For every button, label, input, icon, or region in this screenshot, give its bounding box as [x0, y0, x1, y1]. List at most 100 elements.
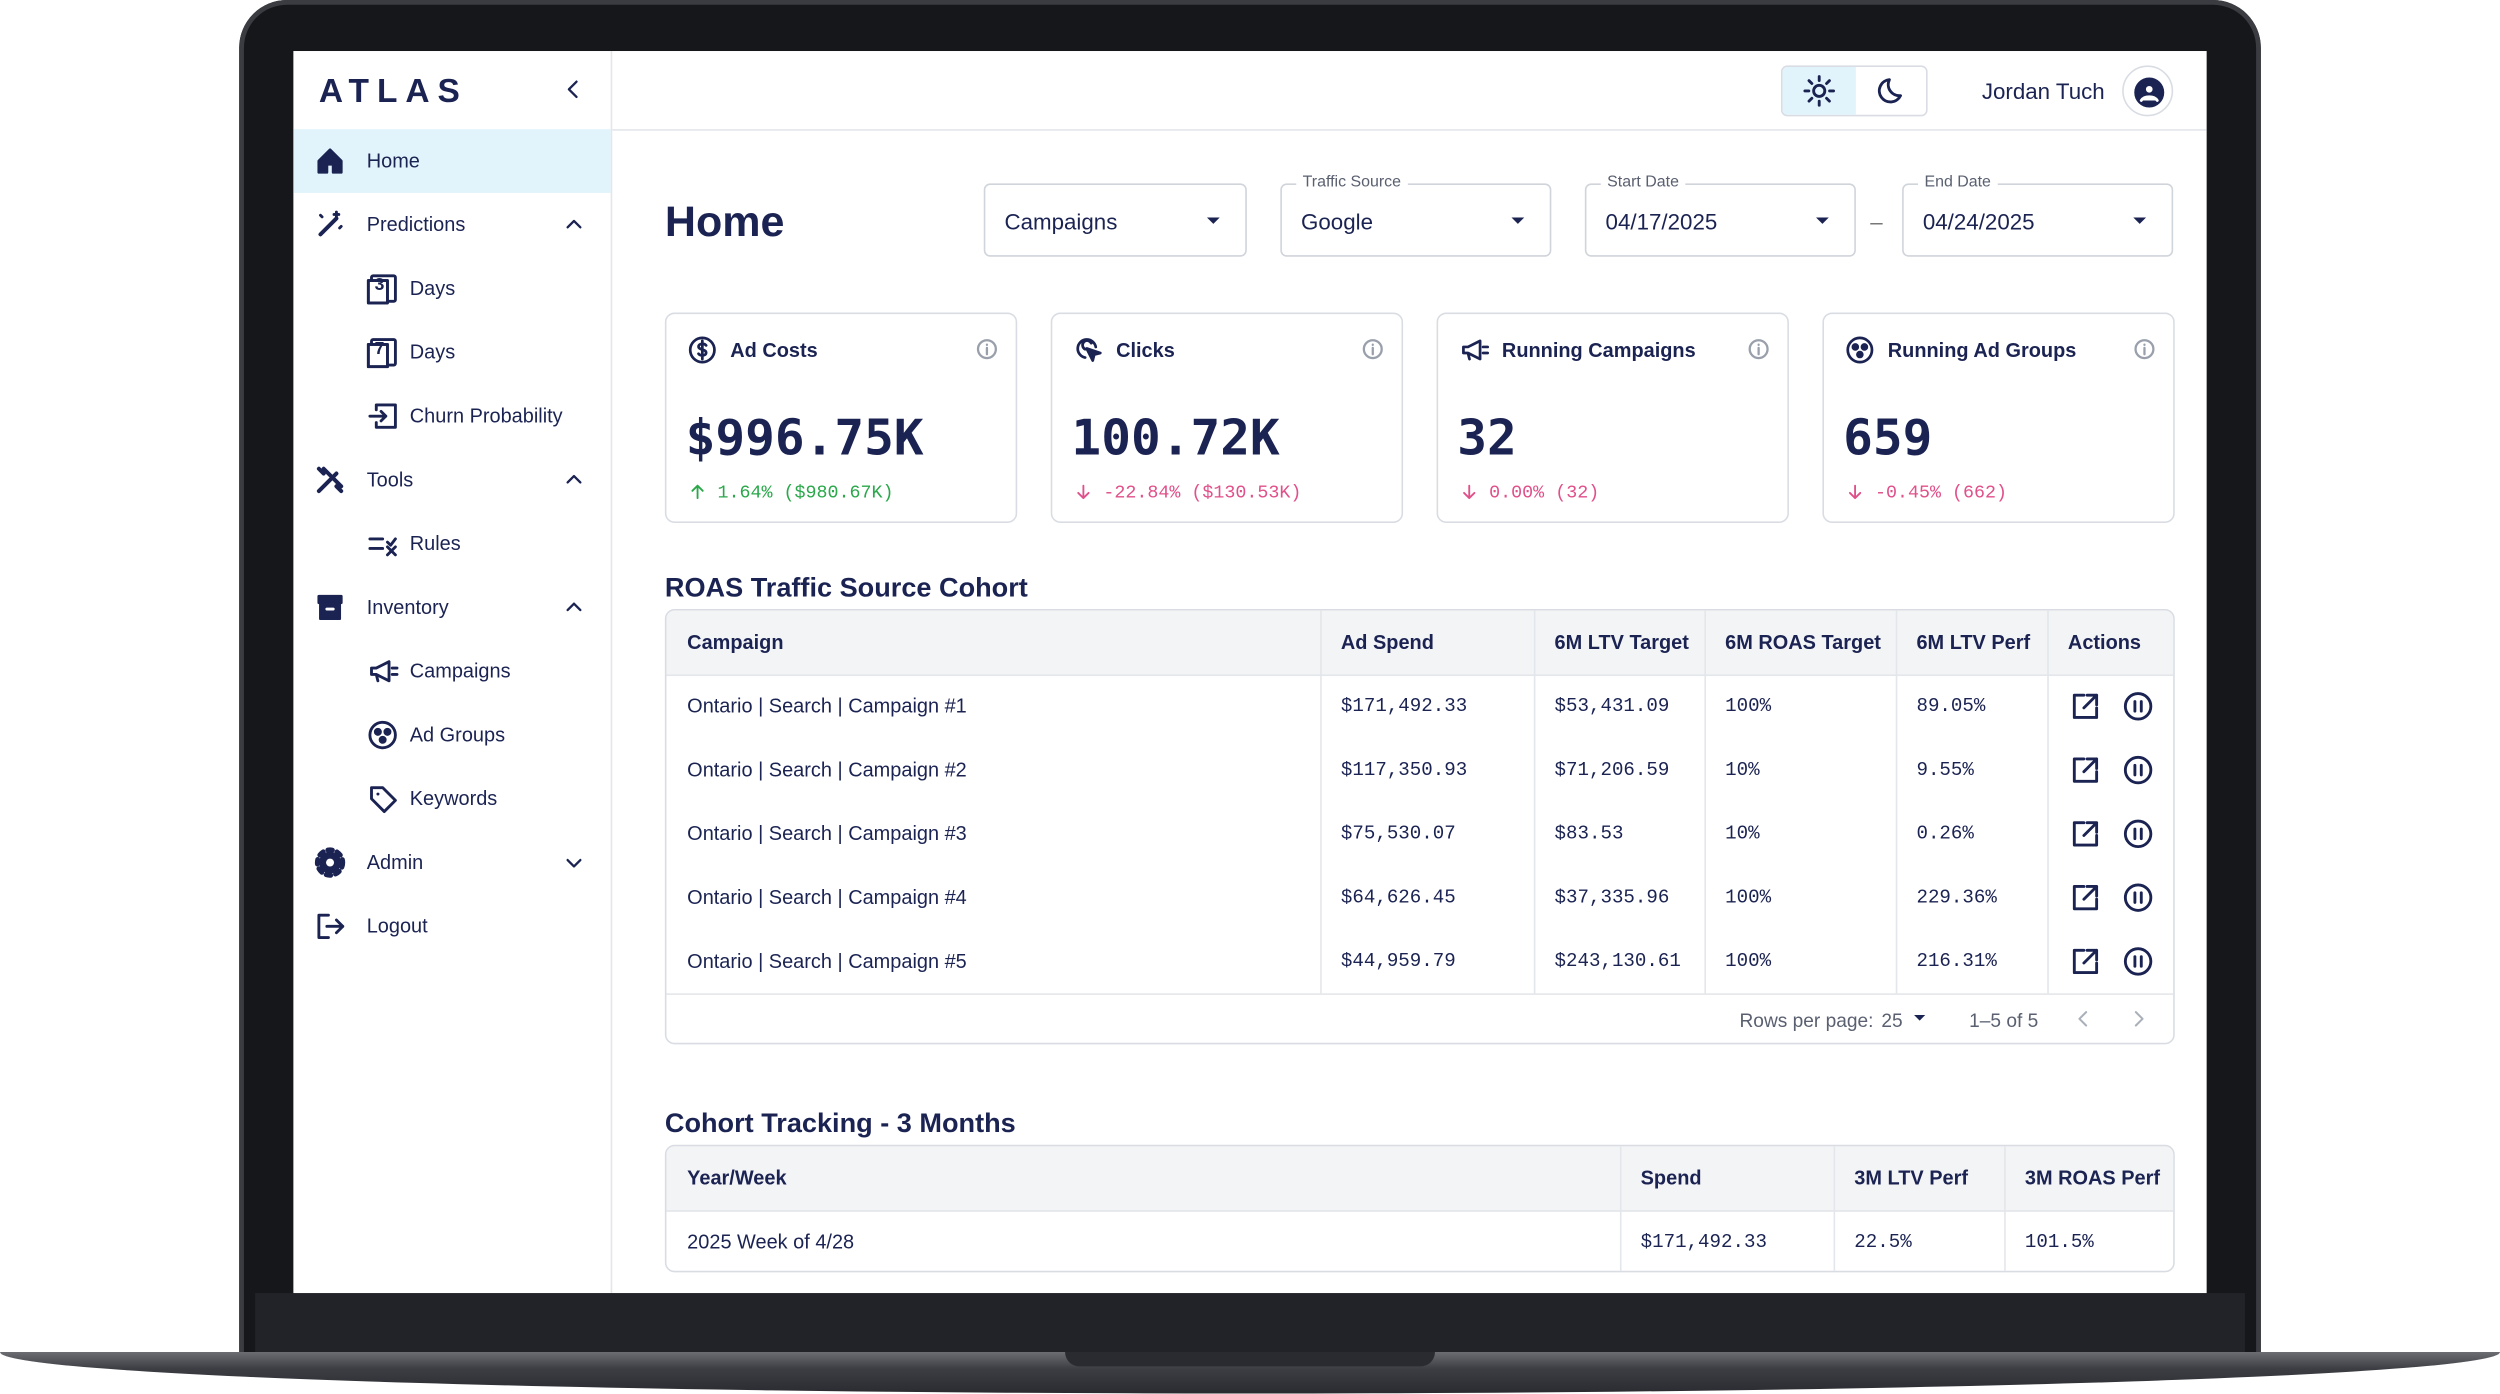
- open-campaign-button[interactable]: [2070, 754, 2102, 786]
- nav-icon: [367, 655, 399, 687]
- pause-campaign-button[interactable]: [2122, 690, 2154, 722]
- pause-campaign-button[interactable]: [2122, 754, 2154, 786]
- nav-item[interactable]: Admin: [293, 831, 610, 895]
- filter-select[interactable]: Traffic Source Google: [1280, 175, 1552, 257]
- filter-value: 04/24/2025: [1922, 208, 2035, 235]
- info-icon[interactable]: [1360, 336, 1386, 362]
- nav-item[interactable]: Tools: [293, 448, 610, 512]
- open-campaign-button[interactable]: [2070, 945, 2102, 977]
- pause-campaign-button[interactable]: [2122, 945, 2154, 977]
- nav-icon: [314, 910, 346, 942]
- table-title: Cohort Tracking - 3 Months: [664, 1108, 1016, 1139]
- column-header: Year/Week: [687, 1167, 787, 1190]
- nav-item[interactable]: Inventory: [293, 576, 610, 640]
- previous-page-button[interactable]: [2073, 1008, 2095, 1030]
- nav-item[interactable]: 7 Days: [293, 320, 610, 384]
- table-cell: $75,530.07: [1340, 822, 1456, 846]
- open-campaign-button[interactable]: [2070, 690, 2102, 722]
- column-header: 6M ROAS Target: [1725, 631, 1881, 654]
- sun-icon[interactable]: [1803, 75, 1835, 107]
- table-cell: 100%: [1725, 695, 1772, 718]
- column-divider: [1833, 1146, 1836, 1271]
- nav-item[interactable]: 3 Days: [293, 257, 610, 321]
- top-bar: [612, 51, 2207, 131]
- nav-item[interactable]: Churn Probability: [293, 384, 610, 448]
- nav-item[interactable]: Ad Groups: [293, 703, 610, 767]
- info-icon[interactable]: [974, 336, 1000, 362]
- column-divider: [2047, 610, 2049, 994]
- kpi-icon: [1459, 335, 1490, 365]
- nav-icon: [314, 592, 346, 624]
- kpi-change: -0.45% (662): [1875, 483, 2008, 504]
- theme-toggle: [1780, 65, 1928, 117]
- open-campaign-button[interactable]: [2070, 882, 2102, 914]
- column-divider: [1704, 610, 1707, 994]
- info-icon[interactable]: [1746, 336, 1772, 362]
- info-icon[interactable]: [2132, 336, 2158, 362]
- collapse-sidebar[interactable]: [561, 77, 587, 103]
- rows-per-page-value[interactable]: 25: [1881, 1009, 1903, 1032]
- dropdown-caret: [1810, 207, 1836, 233]
- next-page-button[interactable]: [2127, 1008, 2149, 1030]
- table-cell: 100%: [1725, 886, 1772, 909]
- light-mode-button[interactable]: [1782, 66, 1856, 115]
- trend-arrow: [687, 482, 708, 503]
- filter-select[interactable]: Campaigns: [983, 183, 1247, 257]
- user-name[interactable]: Jordan Tuch: [1981, 78, 2105, 104]
- column-header: Spend: [1640, 1167, 1702, 1190]
- kpi-change: 1.64% ($980.67K): [717, 483, 894, 504]
- table-cell: $37,335.96: [1554, 886, 1670, 909]
- nav-icon: [314, 847, 346, 879]
- nav-label: Tools: [366, 468, 414, 492]
- sidebar: [293, 51, 613, 1294]
- avatar-button[interactable]: [2122, 65, 2174, 117]
- trend-arrow: [1073, 482, 1094, 503]
- laptop-notch: [1065, 1352, 1435, 1367]
- nav-chevron[interactable]: [561, 850, 587, 876]
- table-cell: $71,206.59: [1554, 758, 1670, 782]
- table-cell: Ontario | Search | Campaign #1: [687, 695, 967, 718]
- table-cell: 9.55%: [1916, 758, 1974, 782]
- kpi-title: Running Ad Groups: [1887, 339, 2077, 362]
- rows-per-page-caret[interactable]: [1908, 1006, 1930, 1028]
- nav-item[interactable]: Keywords: [293, 767, 610, 831]
- nav-item[interactable]: Predictions: [293, 193, 610, 257]
- nav-item[interactable]: Rules: [293, 512, 610, 576]
- nav-item[interactable]: Campaigns: [293, 639, 610, 703]
- nav-chevron[interactable]: [561, 467, 587, 493]
- nav-label: Predictions: [366, 213, 466, 236]
- table-cell: 89.05%: [1916, 695, 1986, 718]
- filter-select[interactable]: End Date 04/24/2025: [1902, 175, 2174, 257]
- pause-campaign-button[interactable]: [2122, 882, 2154, 914]
- pause-campaign-button[interactable]: [2122, 818, 2154, 850]
- filter-select[interactable]: Start Date 04/17/2025: [1584, 175, 1856, 257]
- column-divider: [2004, 1146, 2006, 1271]
- column-divider: [1533, 610, 1536, 994]
- open-campaign-button[interactable]: [2070, 818, 2102, 850]
- date-separator: –: [1870, 208, 1883, 235]
- nav-icon: [367, 783, 399, 815]
- table-cell: 0.26%: [1916, 822, 1974, 846]
- nav-label: Days: [409, 277, 456, 300]
- nav-chevron[interactable]: [561, 212, 587, 238]
- kpi-change: -22.84% ($130.53K): [1103, 483, 1302, 504]
- data-table: Campaign Ad Spend 6M LTV Target 6M ROAS Tar…: [664, 609, 2175, 1045]
- table-cell: 10%: [1725, 758, 1760, 782]
- nav-icon: [366, 273, 399, 305]
- trend-arrow: [1845, 482, 1866, 503]
- nav-chevron[interactable]: [561, 595, 587, 621]
- nav-label: Churn Probability: [409, 404, 563, 428]
- column-header: Ad Spend: [1340, 631, 1434, 654]
- nav-item[interactable]: Home: [293, 129, 611, 193]
- column-header: 6M LTV Target: [1554, 631, 1689, 654]
- nav-label: Days: [409, 341, 456, 364]
- table-header-row: [666, 1146, 2174, 1212]
- table-footer: [666, 993, 2174, 995]
- nav-item[interactable]: Logout: [293, 894, 610, 958]
- nav-icon: [314, 145, 346, 177]
- nav-icon: [367, 528, 399, 560]
- nav-label: Keywords: [409, 787, 498, 810]
- moon-icon[interactable]: [1877, 75, 1909, 107]
- nav-label: Campaigns: [409, 660, 511, 683]
